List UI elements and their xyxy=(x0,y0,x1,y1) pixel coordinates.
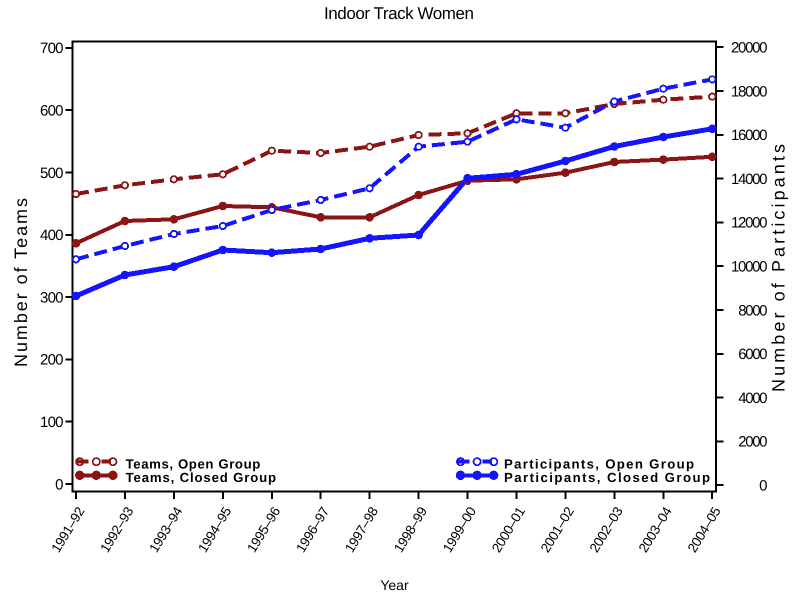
svg-text:18000: 18000 xyxy=(731,83,768,100)
svg-text:12000: 12000 xyxy=(731,215,768,232)
svg-text:400: 400 xyxy=(40,227,64,244)
svg-text:0: 0 xyxy=(55,476,63,493)
svg-text:Year: Year xyxy=(380,577,409,593)
svg-text:Indoor Track Women: Indoor Track Women xyxy=(324,4,474,23)
svg-text:Number of Participants: Number of Participants xyxy=(769,144,789,392)
svg-text:100: 100 xyxy=(40,414,64,431)
svg-text:4000: 4000 xyxy=(738,390,767,407)
svg-text:600: 600 xyxy=(40,103,64,120)
svg-text:10000: 10000 xyxy=(731,259,768,276)
svg-text:6000: 6000 xyxy=(738,346,767,363)
svg-text:14000: 14000 xyxy=(731,171,768,188)
svg-text:Participants, Closed Group: Participants, Closed Group xyxy=(504,470,710,485)
svg-text:700: 700 xyxy=(40,40,64,57)
svg-text:8000: 8000 xyxy=(738,302,767,319)
svg-text:20000: 20000 xyxy=(731,40,768,57)
svg-text:200: 200 xyxy=(40,352,64,369)
svg-text:Teams, Closed Group: Teams, Closed Group xyxy=(126,470,277,485)
svg-text:2000: 2000 xyxy=(738,434,767,451)
svg-text:16000: 16000 xyxy=(731,127,768,144)
svg-text:300: 300 xyxy=(40,289,64,306)
svg-text:0: 0 xyxy=(759,478,767,495)
svg-text:500: 500 xyxy=(40,165,64,182)
svg-text:Teams, Open Group: Teams, Open Group xyxy=(126,456,261,471)
